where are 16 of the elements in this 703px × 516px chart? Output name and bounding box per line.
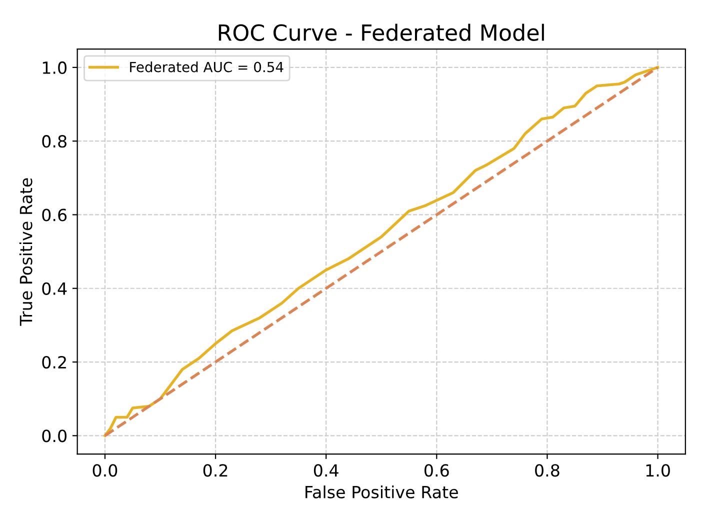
y-tick-label: 0.8 <box>42 135 66 148</box>
y-tick-label: 0.0 <box>42 430 66 442</box>
x-tick-label: 0.0 <box>92 464 118 477</box>
y-tick-label: 0.4 <box>42 282 67 295</box>
y-tick-label: 0.6 <box>42 208 67 222</box>
x-tick-label: 0.2 <box>203 464 228 477</box>
y-tick-label: 1.0 <box>42 61 66 74</box>
x-tick-label: 0.4 <box>314 464 338 477</box>
x-tick-label: 1.0 <box>646 464 670 477</box>
x-tick-label: 0.8 <box>535 464 560 477</box>
legend-label: Federated AUC = 0.54 <box>130 62 284 72</box>
y-axis-title: True Positive Rate <box>19 178 32 326</box>
x-tick-label: 0.6 <box>424 464 449 477</box>
x-axis-title: False Positive Rate <box>306 485 458 498</box>
chart-title: ROC Curve - Federated Model <box>218 24 544 42</box>
y-tick-label: 0.2 <box>42 356 66 369</box>
